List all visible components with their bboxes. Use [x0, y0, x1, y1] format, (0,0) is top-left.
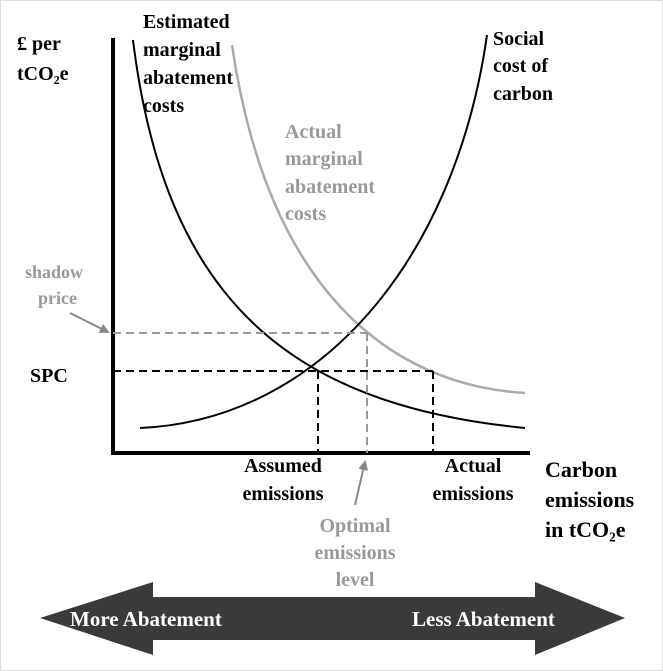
- shadow-price-label: price: [38, 288, 77, 308]
- social-cost-curve: [139, 34, 488, 429]
- social-cost-label: carbon: [493, 83, 553, 105]
- social-cost-label: cost of: [493, 55, 548, 77]
- estimated-mac-label: Estimated: [143, 11, 230, 33]
- abatement-arrow: [40, 582, 625, 655]
- actual-mac-label: costs: [285, 203, 326, 225]
- shadow-price-arrow: [69, 312, 110, 333]
- actual-emissions-label: emissions: [432, 483, 513, 505]
- x-axis-label: in tCO₂e: [545, 517, 626, 542]
- optimal-emissions-label: Optimal: [319, 515, 391, 537]
- actual-mac-label: marginal: [285, 148, 363, 170]
- y-axis-label: tCO₂e: [17, 63, 69, 85]
- assumed-emissions-label: Assumed: [244, 455, 322, 477]
- estimated-mac-curve: [132, 39, 526, 429]
- optimal-arrow: [354, 460, 369, 506]
- x-axis-label: Carbon: [545, 457, 617, 482]
- y-axis-label: £ per: [17, 33, 61, 55]
- actual-mac-label: Actual: [285, 121, 342, 143]
- estimated-mac-label: abatement: [143, 67, 233, 89]
- optimal-emissions-label: emissions: [314, 542, 395, 564]
- estimated-mac-label: marginal: [143, 39, 221, 61]
- actual-mac-label: abatement: [285, 176, 375, 198]
- actual-emissions-label: Actual: [445, 455, 502, 477]
- optimal-emissions-label: level: [336, 569, 375, 591]
- x-axis-label: emissions: [545, 487, 635, 512]
- more-abatement-label: More Abatement: [70, 607, 222, 631]
- estimated-mac-label: costs: [143, 95, 184, 117]
- social-cost-label: Social: [493, 28, 545, 50]
- shadow-price-label: shadow: [25, 262, 83, 282]
- assumed-emissions-label: emissions: [242, 483, 323, 505]
- less-abatement-label: Less Abatement: [412, 607, 555, 631]
- actual-mac-curve: [230, 44, 526, 395]
- spc-label: SPC: [30, 365, 68, 387]
